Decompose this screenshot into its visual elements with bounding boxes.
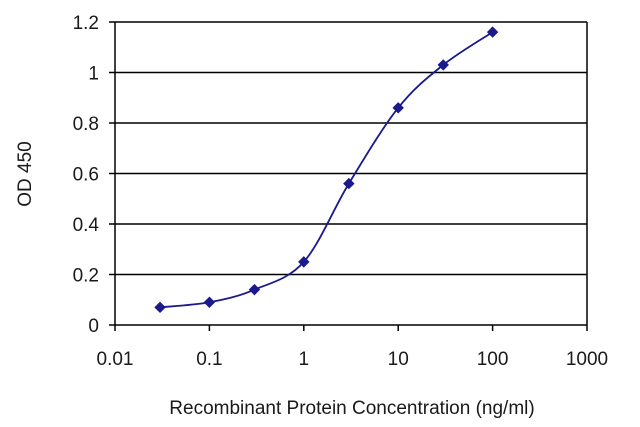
data-point (392, 102, 404, 114)
x-axis-title: Recombinant Protein Concentration (ng/ml… (169, 398, 534, 419)
data-point (437, 59, 449, 71)
y-tick-label: 0.6 (73, 165, 99, 186)
data-point (343, 177, 355, 190)
data-point (203, 296, 216, 308)
y-tick-label: 0 (88, 316, 99, 337)
x-tick-label: 0.01 (97, 349, 134, 370)
x-tick-label: 100 (477, 349, 509, 370)
y-tick-label: 0.2 (73, 266, 99, 287)
data-point (154, 301, 166, 314)
y-axis-title: OD 450 (15, 141, 36, 206)
y-tick-label: 0.8 (73, 114, 99, 135)
x-tick-label: 10 (388, 349, 409, 370)
grid-lines (115, 21, 587, 276)
x-tick-label: 1 (299, 349, 310, 370)
data-point (486, 26, 499, 38)
x-tick-label: 1000 (566, 349, 608, 370)
series-layer (154, 26, 499, 314)
x-tick-label: 0.1 (196, 349, 222, 370)
series-line (159, 31, 494, 309)
y-tick-label: 1 (88, 64, 99, 85)
axes (109, 21, 588, 331)
tick-labels: 0 0.2 0.4 0.6 0.8 1 1.2 0.01 0.1 1 10 100 1000 (73, 13, 609, 370)
y-tick-label: 1.2 (73, 13, 99, 34)
y-tick-label: 0.4 (73, 215, 100, 236)
data-point (298, 256, 310, 268)
data-point (248, 283, 261, 296)
